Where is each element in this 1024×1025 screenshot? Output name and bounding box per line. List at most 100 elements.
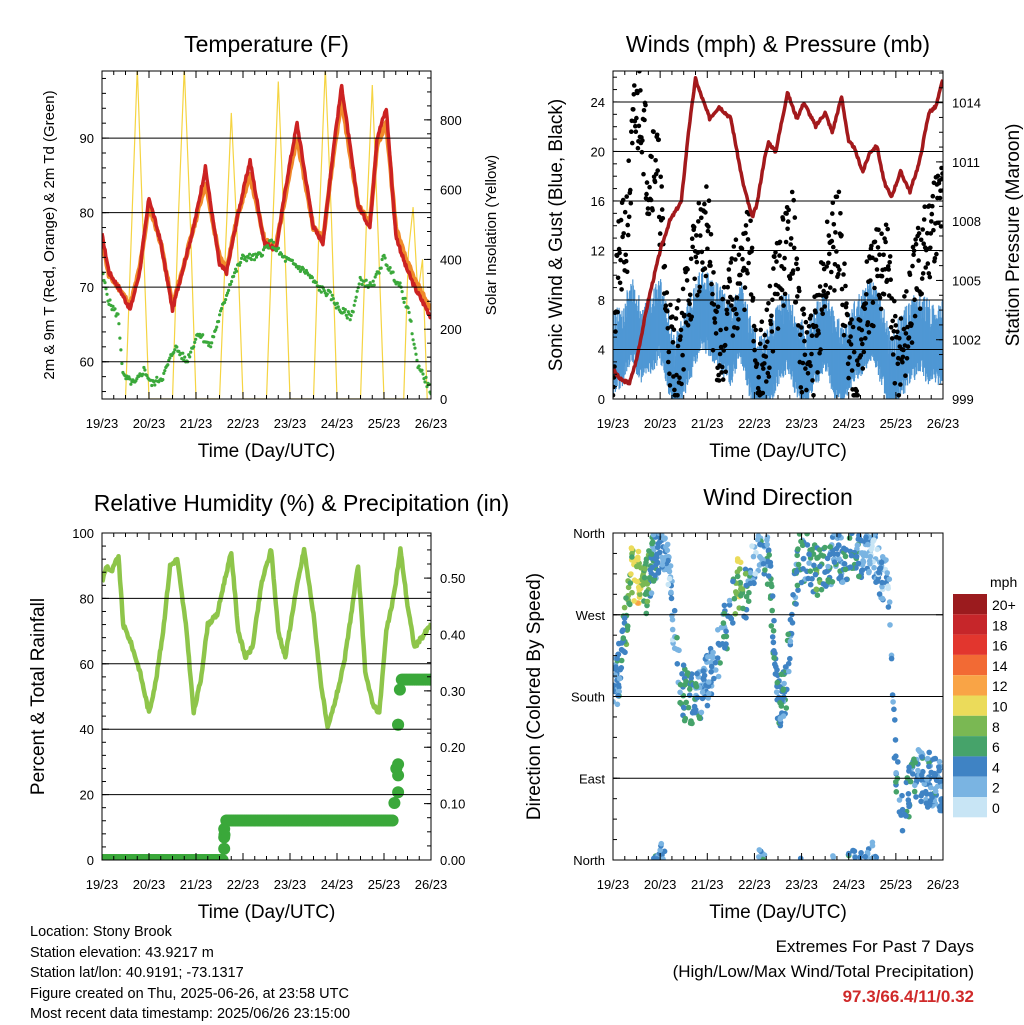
dewpoint-point xyxy=(355,289,359,293)
gust-point xyxy=(870,300,876,305)
gust-point xyxy=(695,250,701,255)
gust-point xyxy=(789,189,795,195)
speed-legend: mph 20+ 18 16 14 12 10 8 6 4 2 0 xyxy=(953,574,1017,818)
gust-point xyxy=(710,291,715,297)
direction-point xyxy=(937,779,943,785)
dewpoint-point xyxy=(319,290,323,294)
gust-point xyxy=(705,228,711,234)
direction-point xyxy=(663,544,669,550)
gust-point xyxy=(834,249,839,254)
gust-point xyxy=(708,263,713,268)
direction-point xyxy=(876,591,883,597)
gust-point xyxy=(904,356,910,361)
direction-point xyxy=(641,574,648,581)
direction-point xyxy=(769,607,775,614)
gust-point xyxy=(927,274,933,280)
direction-point xyxy=(629,554,635,560)
direction-point xyxy=(778,671,785,678)
legend-swatch-0 xyxy=(953,594,987,615)
gust-point xyxy=(726,267,732,272)
gust-point xyxy=(675,393,680,398)
gust-point xyxy=(869,243,874,249)
direction-point xyxy=(816,547,823,553)
direction-point xyxy=(680,662,687,668)
gust-point xyxy=(734,311,739,317)
direction-point xyxy=(677,681,684,688)
dewpoint-point xyxy=(254,255,259,259)
gust-point xyxy=(695,293,700,298)
x-tick-label-2-1: 20/23 xyxy=(644,416,677,431)
gust-point xyxy=(766,301,771,306)
gust-point xyxy=(644,191,649,197)
y-tick-label-2-2: 8 xyxy=(598,293,605,308)
gust-point xyxy=(866,330,872,335)
gust-point xyxy=(863,301,869,306)
gust-point xyxy=(826,233,832,238)
y2-axis-label-1: Solar Insolation (Yellow) xyxy=(483,155,500,315)
gust-point xyxy=(767,365,772,371)
gust-point xyxy=(837,267,842,273)
gust-point xyxy=(654,132,660,138)
direction-point xyxy=(615,682,622,688)
gust-point xyxy=(820,311,825,317)
gust-point xyxy=(641,108,647,113)
dewpoint-point xyxy=(249,257,254,262)
legend-swatch-7 xyxy=(953,736,987,757)
direction-point xyxy=(669,626,676,633)
dewpoint-point xyxy=(183,355,187,359)
dewpoint-point xyxy=(214,328,218,332)
dewpoint-point xyxy=(330,293,334,297)
direction-point xyxy=(906,801,912,807)
gust-point xyxy=(868,278,873,283)
gust-point xyxy=(790,268,796,273)
direction-point xyxy=(903,813,909,819)
x-tick-label-4-6: 25/23 xyxy=(880,877,913,892)
gust-point xyxy=(873,257,879,263)
direction-point xyxy=(706,690,712,697)
direction-point xyxy=(787,638,794,645)
gust-point xyxy=(675,343,681,349)
direction-point xyxy=(652,572,658,579)
direction-point xyxy=(740,605,746,612)
gust-point xyxy=(780,217,786,222)
plot-area-4 xyxy=(613,533,943,860)
gust-point xyxy=(720,377,726,382)
gust-point xyxy=(919,276,925,281)
direction-point xyxy=(863,534,869,541)
gust-point xyxy=(821,288,826,294)
direction-point xyxy=(858,568,865,574)
gust-point xyxy=(760,390,766,396)
gust-point xyxy=(770,349,776,354)
gust-point xyxy=(802,352,808,358)
direction-point xyxy=(731,595,738,602)
gust-point xyxy=(729,256,735,261)
direction-point xyxy=(756,847,763,853)
direction-point xyxy=(798,579,805,586)
gust-point xyxy=(756,374,761,380)
gust-point xyxy=(692,276,697,282)
gust-point xyxy=(803,366,808,371)
direction-point xyxy=(937,807,943,814)
gust-point xyxy=(620,234,625,240)
direction-point xyxy=(635,556,641,563)
direction-point xyxy=(627,580,634,586)
gust-point xyxy=(886,267,891,272)
gust-point xyxy=(733,237,739,242)
gust-point xyxy=(888,325,894,330)
gust-point xyxy=(858,353,864,358)
y-tick-label-4-3: West xyxy=(576,608,606,623)
direction-point xyxy=(885,583,891,589)
gust-point xyxy=(871,323,876,329)
rainfall-point xyxy=(218,831,231,844)
gust-point xyxy=(844,301,849,306)
direction-point xyxy=(890,699,896,705)
y-tick-label-1-2: 80 xyxy=(80,206,94,221)
x-tick-label-2-0: 19/23 xyxy=(597,416,630,431)
gust-point xyxy=(740,256,745,262)
gust-point xyxy=(722,342,728,348)
rainfall-point xyxy=(388,797,401,809)
direction-point xyxy=(855,560,862,567)
dewpoint-point xyxy=(226,291,230,295)
legend-label-3: 14 xyxy=(992,658,1008,674)
dewpoint-point xyxy=(345,316,349,320)
